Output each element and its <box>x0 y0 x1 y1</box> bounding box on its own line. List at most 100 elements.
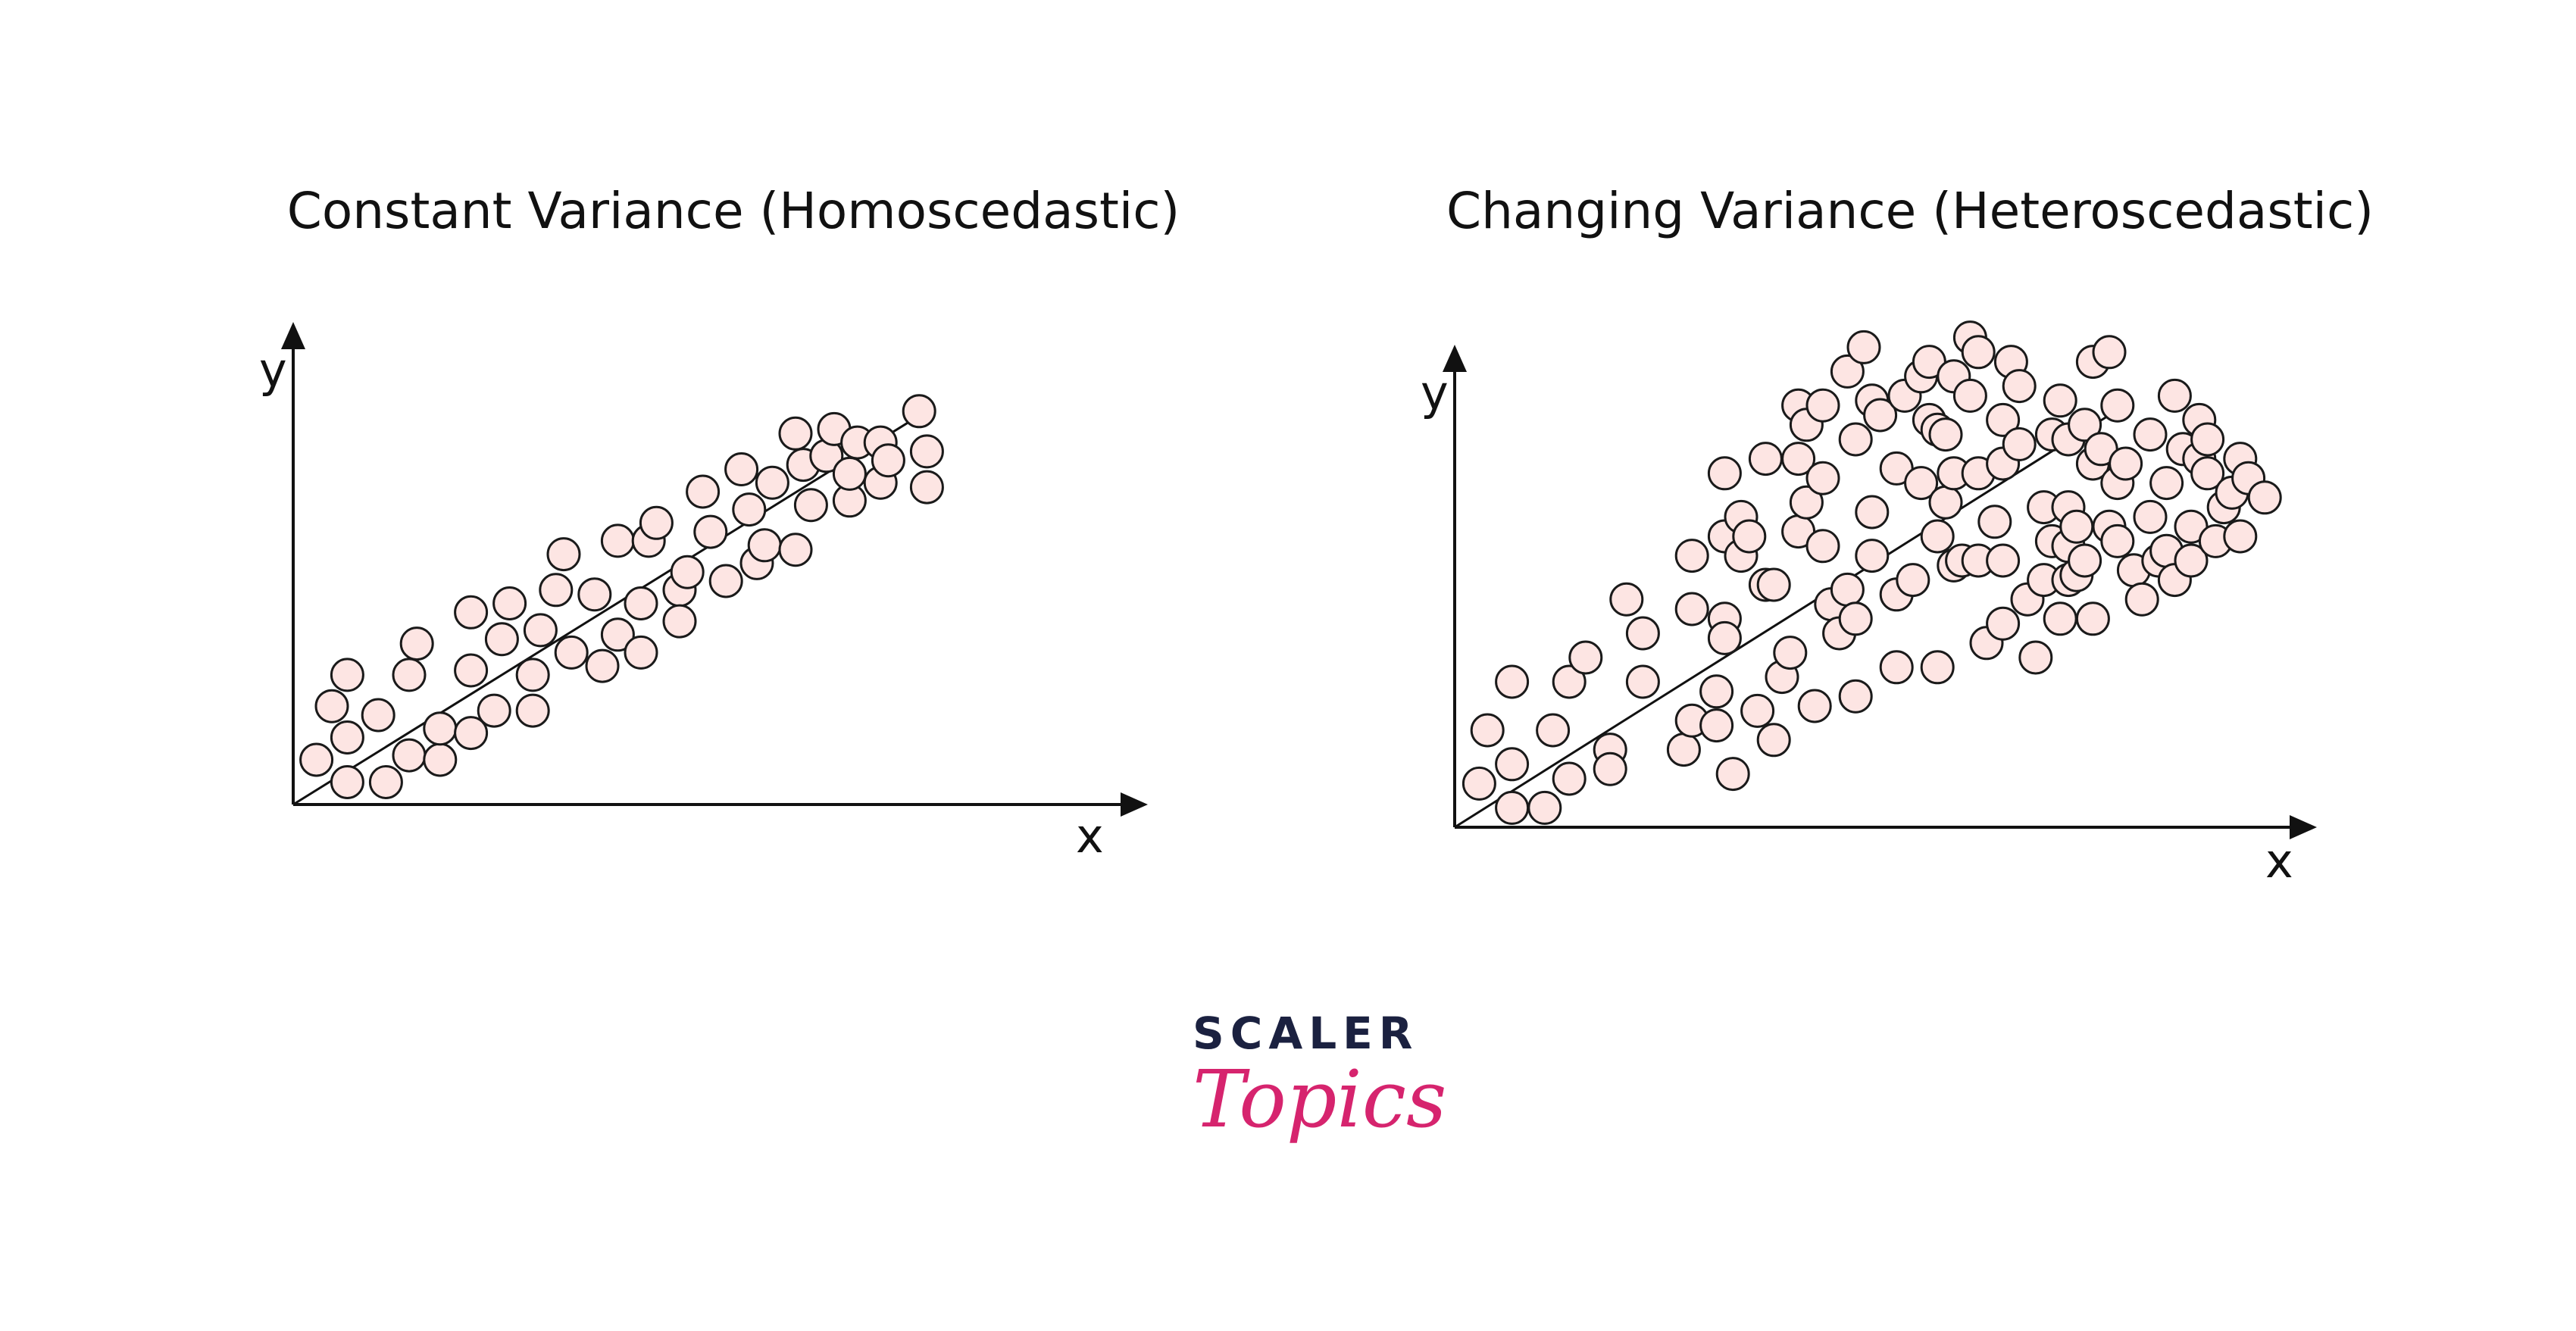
data-point <box>1879 650 1914 685</box>
data-point <box>539 573 574 608</box>
data-point <box>1805 388 1840 423</box>
data-point <box>577 577 612 612</box>
data-point <box>1674 539 1709 573</box>
data-point <box>1674 592 1709 626</box>
data-point <box>2133 417 2168 452</box>
data-point <box>314 689 349 723</box>
data-point <box>2002 426 2037 461</box>
data-point <box>778 533 813 567</box>
data-point <box>1593 751 1627 786</box>
data-point <box>1986 543 2021 578</box>
data-point <box>1846 330 1881 364</box>
data-point <box>1855 495 1890 530</box>
chart-title-heteroscedastic: Changing Variance (Heteroscedastic) <box>1446 182 2374 240</box>
data-point <box>1536 713 1571 748</box>
data-point <box>2018 640 2053 675</box>
data-point <box>454 653 489 688</box>
data-point <box>1952 378 1987 413</box>
data-point <box>1838 422 1873 457</box>
data-point <box>1920 519 1955 554</box>
data-point <box>732 492 767 527</box>
data-point <box>2100 388 2135 423</box>
data-point <box>1789 485 1824 520</box>
data-point <box>639 505 674 540</box>
data-point <box>477 693 511 728</box>
data-point <box>1756 567 1791 602</box>
data-point <box>909 434 944 469</box>
trend-line <box>1454 414 2110 829</box>
data-point <box>2124 582 2159 617</box>
data-point <box>2223 519 2258 554</box>
y-axis-label: y <box>1421 365 1449 420</box>
data-point <box>1928 417 1963 452</box>
data-point <box>600 617 635 652</box>
data-point <box>1986 402 2021 437</box>
data-point <box>1805 461 1840 495</box>
x-axis-label: x <box>2265 833 2293 889</box>
data-point <box>624 586 658 620</box>
data-point <box>693 514 728 549</box>
data-point <box>2247 480 2282 515</box>
data-point <box>871 443 905 478</box>
data-point <box>2059 509 2094 544</box>
data-point <box>793 488 828 523</box>
data-point <box>1838 601 1873 636</box>
data-point <box>1855 539 1890 573</box>
data-point <box>724 452 759 486</box>
data-point <box>399 626 434 661</box>
scaler-topics-logo: SCALER Topics <box>1193 1008 1447 1204</box>
data-point <box>1495 664 1530 699</box>
data-point <box>330 658 364 692</box>
data-point <box>1740 693 1775 728</box>
data-point <box>330 765 364 799</box>
data-point <box>546 537 581 572</box>
data-point <box>361 698 395 733</box>
data-point <box>392 658 427 692</box>
data-point <box>2092 335 2127 370</box>
data-point <box>1707 620 1742 655</box>
data-point <box>708 564 743 598</box>
data-point <box>2149 466 2184 501</box>
data-point <box>1699 708 1734 743</box>
data-point <box>368 765 403 799</box>
data-point <box>909 470 944 505</box>
data-point <box>1928 485 1963 520</box>
data-point <box>523 613 558 648</box>
data-point <box>484 622 519 657</box>
data-point <box>686 474 721 509</box>
x-axis-label: x <box>1076 808 1104 864</box>
data-point <box>755 465 789 500</box>
data-point <box>1495 790 1530 825</box>
trend-line <box>292 414 920 806</box>
data-point <box>454 716 489 751</box>
data-point <box>2190 456 2225 491</box>
data-point <box>1699 674 1734 709</box>
chart-title-homoscedastic: Constant Variance (Homoscedastic) <box>286 182 1180 240</box>
data-point <box>832 456 867 491</box>
data-point <box>747 528 782 563</box>
data-point <box>515 658 550 692</box>
data-point <box>2002 369 2037 404</box>
data-point <box>2133 499 2168 534</box>
data-point <box>1462 766 1496 801</box>
data-point <box>1707 456 1742 491</box>
data-point <box>2174 543 2209 578</box>
data-point <box>2068 543 2102 578</box>
data-point <box>1470 713 1505 748</box>
data-point <box>1756 723 1791 758</box>
logo-topics-text: Topics <box>1193 1053 1447 1145</box>
data-point <box>902 394 936 429</box>
data-point <box>423 711 458 746</box>
data-point <box>2190 422 2225 457</box>
data-point <box>299 742 334 777</box>
data-point <box>2100 523 2135 558</box>
data-point <box>600 523 635 558</box>
y-axis-arrow-icon <box>281 322 305 349</box>
data-point <box>1552 761 1587 796</box>
data-point <box>2043 601 2077 636</box>
data-point <box>330 720 364 755</box>
data-point <box>1666 733 1701 767</box>
data-point <box>1977 505 2012 539</box>
logo-scaler-text: SCALER <box>1193 1008 1419 1059</box>
data-point <box>1805 529 1840 564</box>
